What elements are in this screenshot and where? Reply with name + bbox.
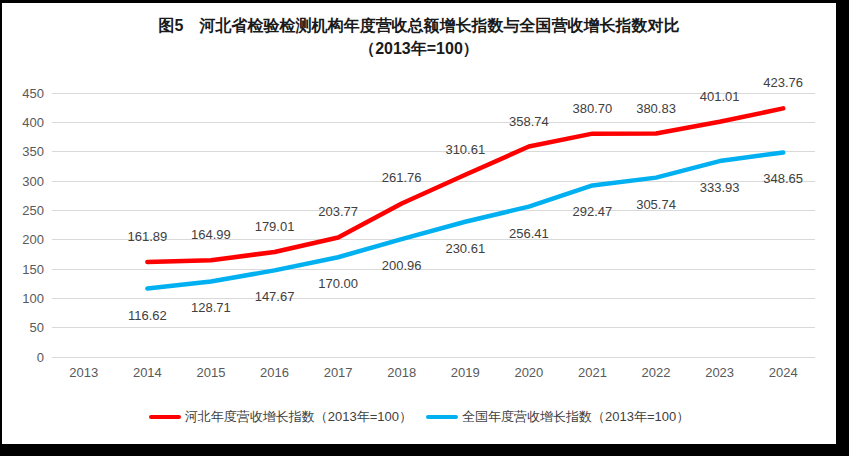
data-label: 164.99	[191, 227, 231, 242]
y-axis-tick-label: 100	[22, 291, 44, 306]
x-axis-tick-label: 2016	[260, 365, 289, 380]
y-axis-tick-label: 300	[22, 174, 44, 189]
data-label: 147.67	[255, 289, 295, 304]
legend-entry-hebei: 河北年度营收增长指数（2013年=100）	[149, 408, 412, 426]
y-axis-tick-label: 250	[22, 203, 44, 218]
data-label: 423.76	[763, 75, 803, 90]
data-label: 230.61	[445, 241, 485, 256]
x-axis-tick-label: 2014	[133, 365, 162, 380]
legend-swatch-national	[426, 415, 458, 420]
legend-entry-national: 全国年度营收增长指数（2013年=100）	[426, 408, 689, 426]
data-label: 380.83	[636, 101, 676, 116]
x-axis-tick-label: 2015	[196, 365, 225, 380]
data-label: 310.61	[445, 142, 485, 157]
data-label: 401.01	[700, 89, 740, 104]
x-axis-tick-label: 2017	[324, 365, 353, 380]
x-axis-tick-label: 2021	[578, 365, 607, 380]
data-label: 128.71	[191, 300, 231, 315]
data-label: 116.62	[128, 308, 167, 323]
y-axis-tick-label: 50	[30, 320, 44, 335]
data-label: 292.47	[573, 204, 613, 219]
legend-label-national: 全国年度营收增长指数（2013年=100）	[462, 408, 689, 426]
x-axis-tick-label: 2022	[642, 365, 671, 380]
data-label: 170.00	[318, 276, 358, 291]
x-axis-tick-label: 2018	[387, 365, 416, 380]
x-axis-tick-label: 2019	[451, 365, 480, 380]
data-label: 161.89	[127, 229, 167, 244]
y-axis-tick-label: 350	[22, 144, 44, 159]
legend-label-hebei: 河北年度营收增长指数（2013年=100）	[185, 408, 412, 426]
legend-swatch-hebei	[149, 415, 181, 420]
data-label: 179.01	[255, 219, 295, 234]
data-label: 256.41	[509, 226, 549, 241]
data-label: 200.96	[382, 258, 422, 273]
x-axis-tick-label: 2013	[69, 365, 98, 380]
data-label: 333.93	[700, 180, 740, 195]
hebei-series-line	[147, 108, 783, 262]
data-label: 305.74	[636, 197, 676, 212]
data-label: 358.74	[509, 114, 549, 129]
y-axis-tick-label: 200	[22, 232, 44, 247]
x-axis-tick-label: 2023	[705, 365, 734, 380]
data-label: 348.65	[763, 171, 803, 186]
y-axis-tick-label: 450	[22, 86, 44, 101]
data-label: 261.76	[382, 170, 422, 185]
y-axis-tick-label: 150	[22, 262, 44, 277]
x-axis-tick-label: 2020	[514, 365, 543, 380]
y-axis-tick-label: 0	[37, 350, 44, 365]
data-label: 203.77	[318, 204, 358, 219]
data-label: 380.70	[573, 101, 613, 116]
x-axis-tick-label: 2024	[769, 365, 798, 380]
y-axis-tick-label: 400	[22, 115, 44, 130]
chart-canvas: 0 50 100 150 200 250 300 350 400 450 2013 2014 2015 2…	[2, 3, 836, 444]
chart-legend: 河北年度营收增长指数（2013年=100） 全国年度营收增长指数（2013年=1…	[2, 406, 836, 428]
figure-panel: 图5 河北省检验检测机构年度营收总额增长指数与全国营收增长指数对比 （2013年…	[2, 3, 836, 444]
